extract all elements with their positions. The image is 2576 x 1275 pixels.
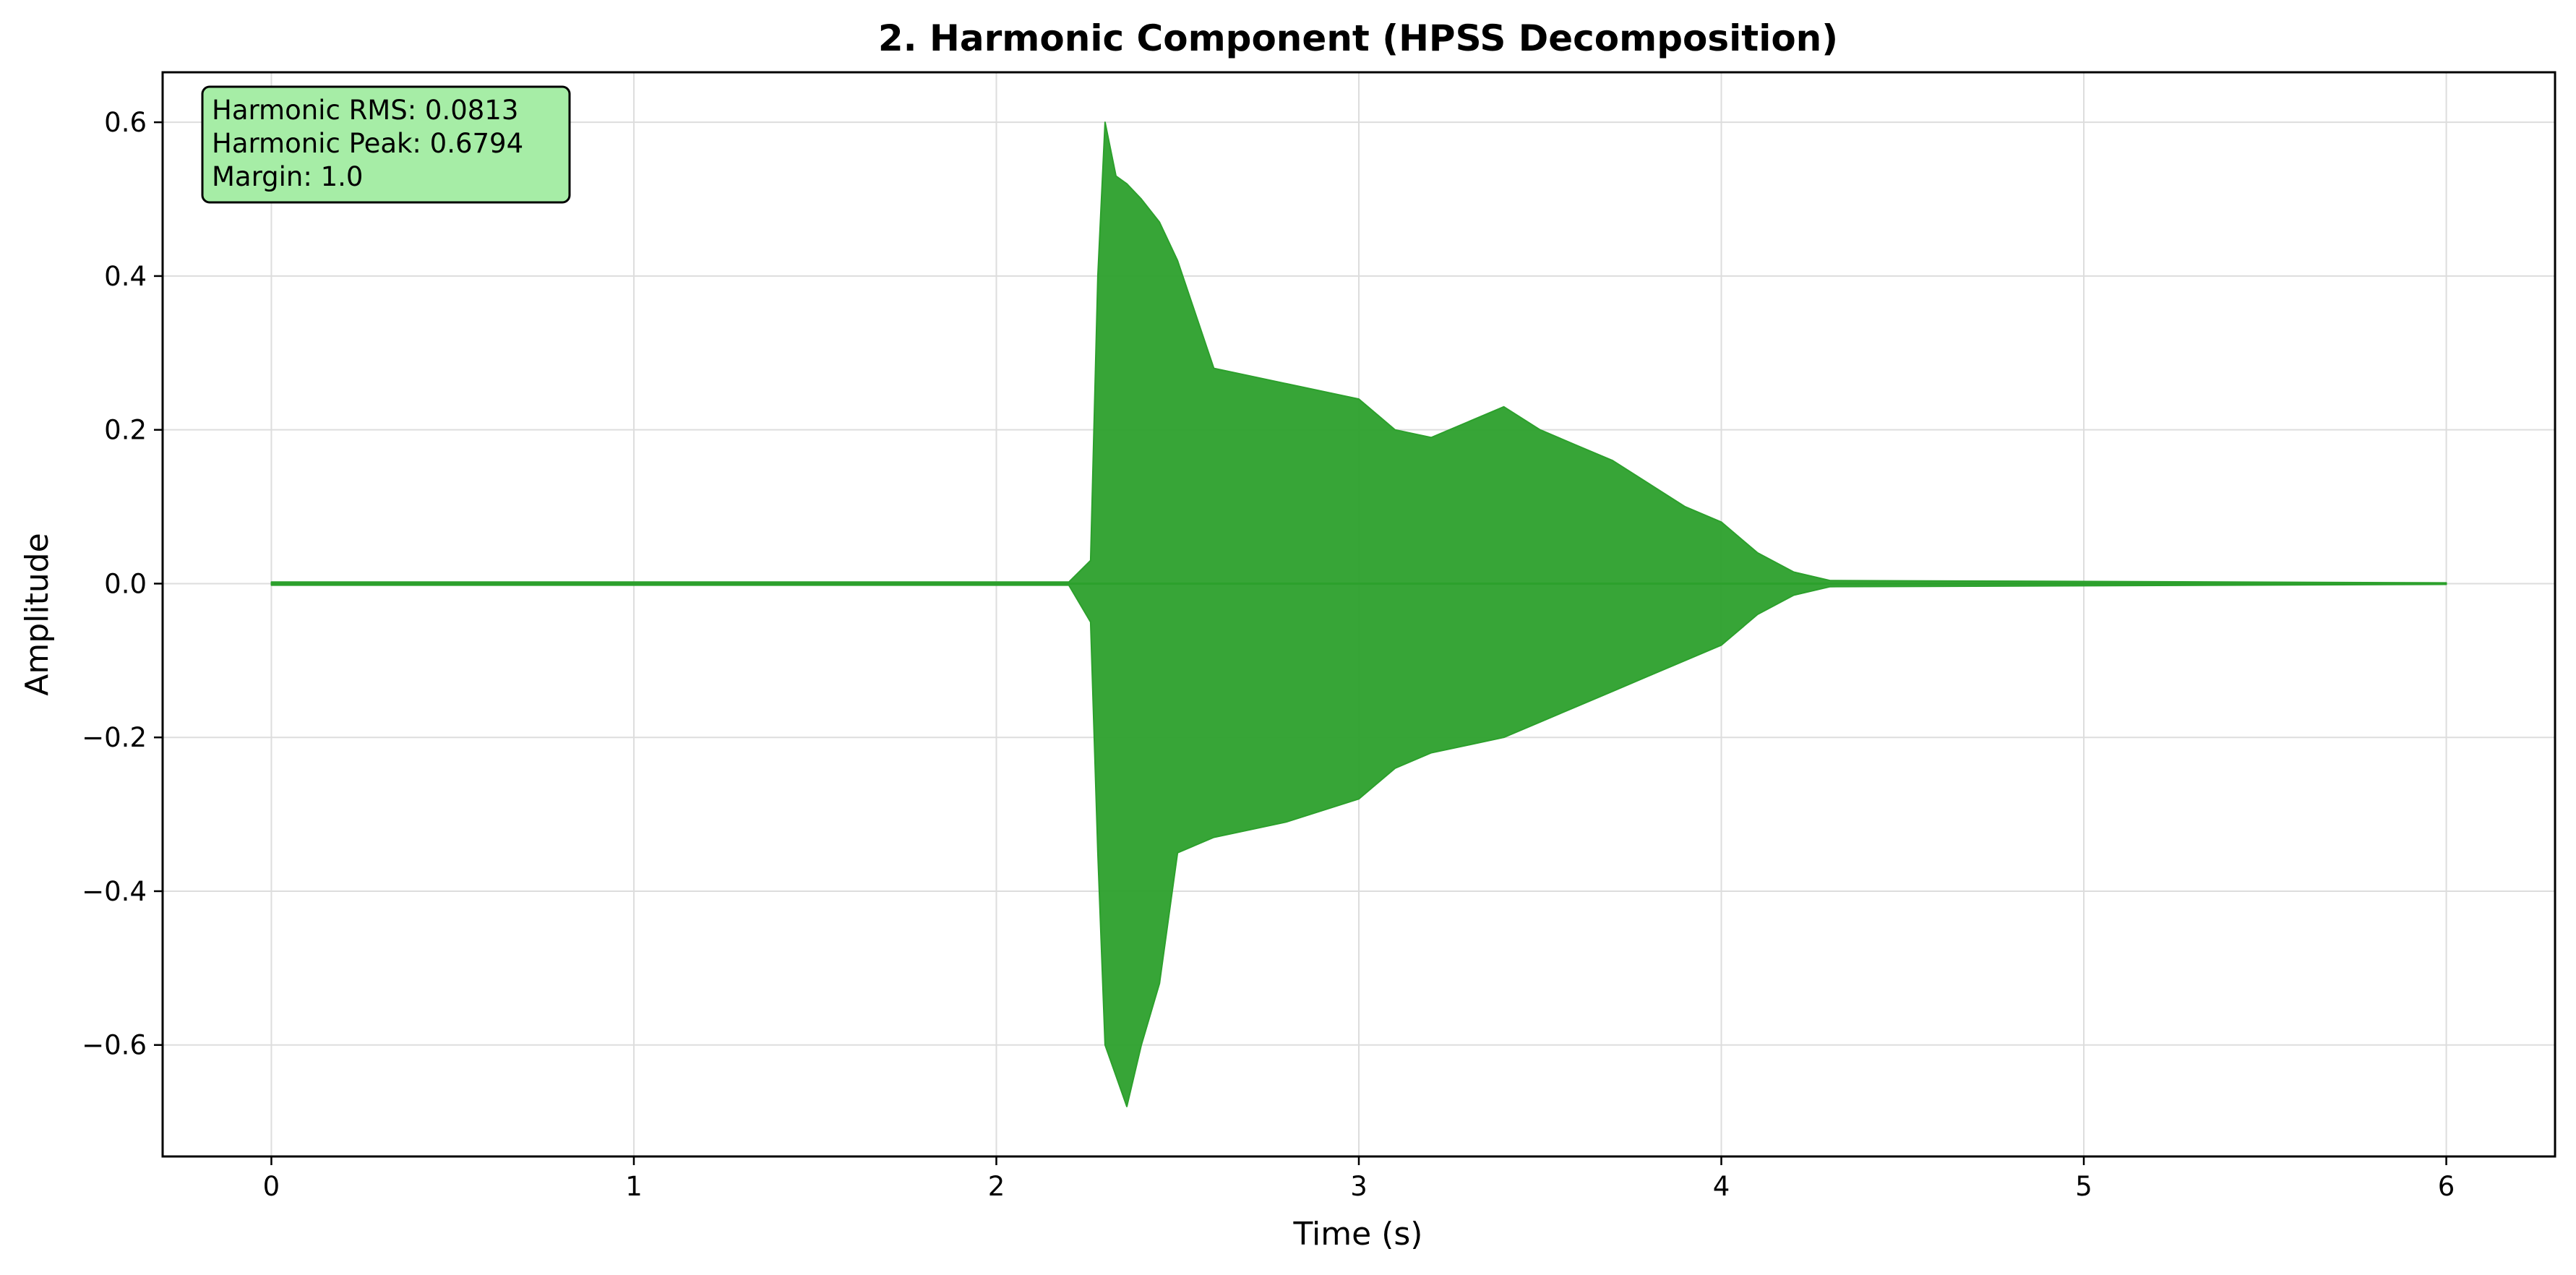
y-tick-label: −0.2 <box>82 722 147 753</box>
waveform-series <box>270 121 2447 1107</box>
stats-annotation-box: Harmonic RMS: 0.0813 Harmonic Peak: 0.67… <box>201 85 571 204</box>
x-axis-ticks: 0 1 2 3 4 5 6 <box>263 1156 2455 1202</box>
y-tick-label: −0.6 <box>82 1030 147 1061</box>
y-axis-label: Amplitude <box>19 533 56 695</box>
y-tick-label: 0.2 <box>104 415 147 446</box>
x-tick-label: 3 <box>1350 1171 1368 1202</box>
y-tick-label: 0.6 <box>104 107 147 138</box>
y-tick-label: −0.4 <box>82 876 147 907</box>
x-tick-label: 1 <box>625 1171 643 1202</box>
annotation-line-peak: Harmonic Peak: 0.6794 <box>212 128 523 159</box>
x-tick-label: 2 <box>988 1171 1005 1202</box>
x-tick-label: 0 <box>263 1171 280 1202</box>
x-axis-label: Time (s) <box>1293 1216 1423 1253</box>
annotation-background <box>201 85 571 204</box>
y-tick-label: 0.4 <box>104 261 147 292</box>
y-axis-ticks: 0.6 0.4 0.2 0.0 −0.2 −0.4 −0.6 <box>82 107 163 1061</box>
annotation-line-rms: Harmonic RMS: 0.0813 <box>212 95 518 126</box>
x-tick-label: 5 <box>2075 1171 2092 1202</box>
annotation-line-margin: Margin: 1.0 <box>212 161 363 192</box>
chart-title: 2. Harmonic Component (HPSS Decompositio… <box>878 17 1838 59</box>
x-tick-label: 6 <box>2438 1171 2455 1202</box>
x-tick-label: 4 <box>1713 1171 1730 1202</box>
y-tick-label: 0.0 <box>104 568 147 599</box>
